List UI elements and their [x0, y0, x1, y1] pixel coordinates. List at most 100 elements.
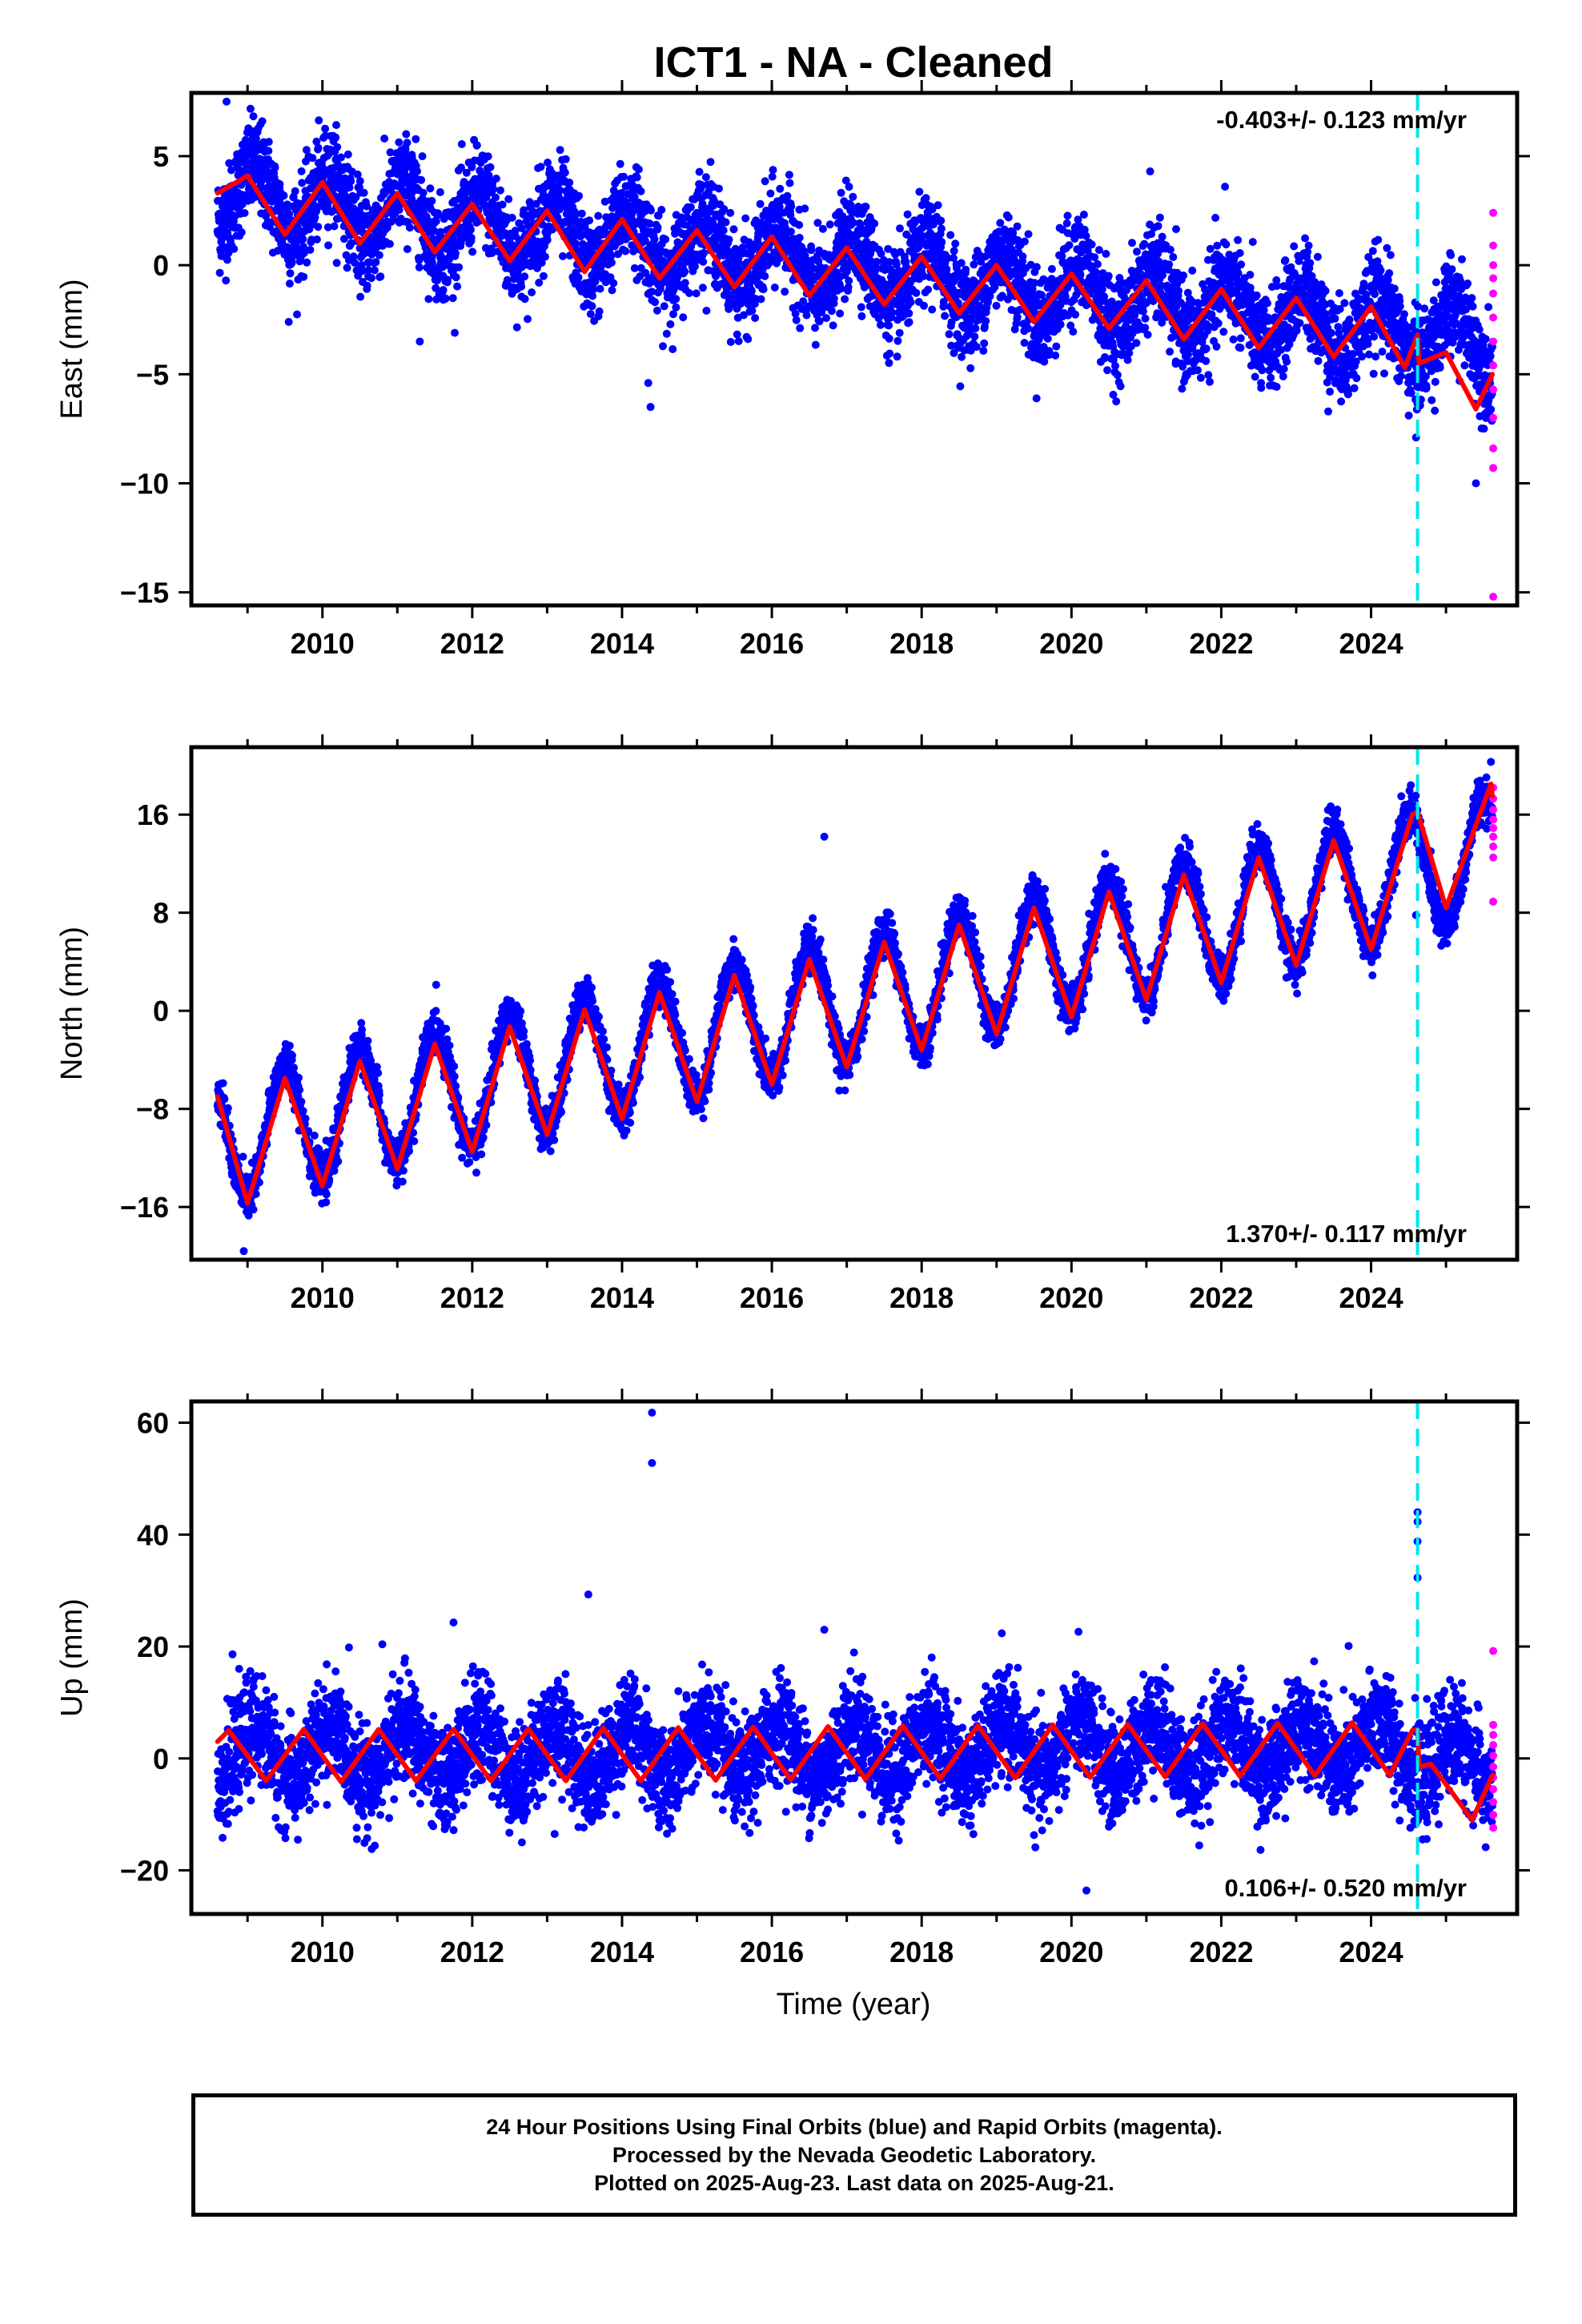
east-point — [691, 262, 699, 271]
east-point — [246, 139, 254, 147]
east-point — [1099, 279, 1107, 287]
east-point — [829, 294, 838, 303]
east-point — [1066, 321, 1075, 330]
east-point — [785, 171, 793, 179]
east-point — [1158, 318, 1166, 327]
east-point — [1324, 407, 1332, 416]
east-point — [710, 197, 719, 206]
east-point — [903, 210, 912, 219]
east-point — [956, 382, 965, 391]
east-point — [1236, 334, 1245, 343]
east-point — [1147, 230, 1156, 239]
east-point — [556, 146, 564, 155]
east-point — [662, 329, 671, 338]
east-point — [729, 225, 738, 234]
east-point — [970, 260, 978, 269]
east-point — [511, 227, 520, 235]
east-point — [264, 147, 273, 155]
east-point — [757, 295, 765, 304]
east-point — [802, 311, 811, 320]
east-point — [575, 191, 584, 200]
east-point — [1211, 214, 1220, 222]
east-point — [822, 314, 831, 323]
east-point — [1166, 245, 1174, 254]
east-point — [371, 258, 380, 267]
east-point — [1103, 366, 1112, 375]
east-point — [949, 285, 957, 294]
east-point — [775, 203, 784, 211]
east-point — [285, 279, 294, 288]
east-point — [412, 135, 420, 143]
east-point — [1188, 266, 1197, 275]
east-point — [1258, 366, 1267, 375]
east-point — [358, 267, 367, 275]
east-point — [359, 188, 368, 197]
east-point — [560, 168, 569, 177]
east-point — [237, 228, 246, 237]
east-point — [544, 159, 552, 167]
east-point — [1345, 316, 1354, 324]
east-point — [323, 223, 332, 231]
east-point — [725, 235, 733, 244]
east-point — [945, 330, 954, 339]
east-point — [1340, 299, 1349, 308]
east-point — [589, 285, 597, 294]
east-point — [380, 135, 389, 143]
east-point — [695, 167, 704, 176]
east-point — [539, 271, 548, 280]
east-point — [938, 238, 946, 247]
east-point — [385, 239, 394, 248]
east-point — [291, 187, 299, 195]
east-point — [701, 173, 710, 182]
east-point — [436, 188, 444, 196]
east-point — [733, 330, 741, 339]
east-data-layer — [213, 93, 1498, 605]
east-point — [1111, 361, 1119, 370]
east-point — [947, 341, 956, 350]
east-point — [672, 295, 681, 304]
east-point — [315, 116, 323, 125]
east-point — [1015, 305, 1024, 314]
east-point — [1307, 271, 1316, 280]
east-point — [517, 282, 526, 291]
east-point — [351, 259, 359, 267]
east-point — [1133, 247, 1141, 256]
east-point — [1214, 319, 1223, 328]
east-point — [1158, 232, 1166, 241]
east-point — [432, 283, 440, 292]
east-point — [345, 183, 354, 192]
east-point — [1093, 259, 1102, 268]
east-point — [520, 272, 529, 281]
east-point — [620, 172, 628, 181]
east-point — [787, 202, 796, 211]
east-point — [1303, 247, 1312, 256]
east-point — [1034, 346, 1042, 355]
east-point — [215, 268, 224, 277]
east-point — [1235, 249, 1244, 257]
east-point — [1251, 372, 1259, 381]
east-point — [829, 321, 837, 330]
east-point — [1071, 310, 1080, 319]
east-point — [845, 183, 853, 191]
east-point — [966, 364, 975, 372]
east-point — [650, 235, 659, 243]
east-point — [413, 167, 421, 175]
east-point — [849, 192, 857, 201]
east-point — [405, 223, 414, 232]
east-point — [223, 255, 231, 264]
east-point — [885, 258, 893, 267]
east-point — [596, 284, 604, 293]
east-point — [355, 177, 364, 186]
east-point — [648, 287, 656, 296]
east-point — [1138, 307, 1147, 316]
east-point — [271, 163, 279, 172]
east-point — [524, 315, 532, 324]
east-point — [337, 153, 345, 162]
east-point — [885, 349, 894, 358]
east-point — [751, 314, 760, 323]
east-point — [1024, 230, 1033, 239]
east-point — [1140, 239, 1149, 248]
east-point — [498, 200, 507, 209]
east-point — [893, 352, 901, 361]
east-point — [811, 324, 819, 332]
